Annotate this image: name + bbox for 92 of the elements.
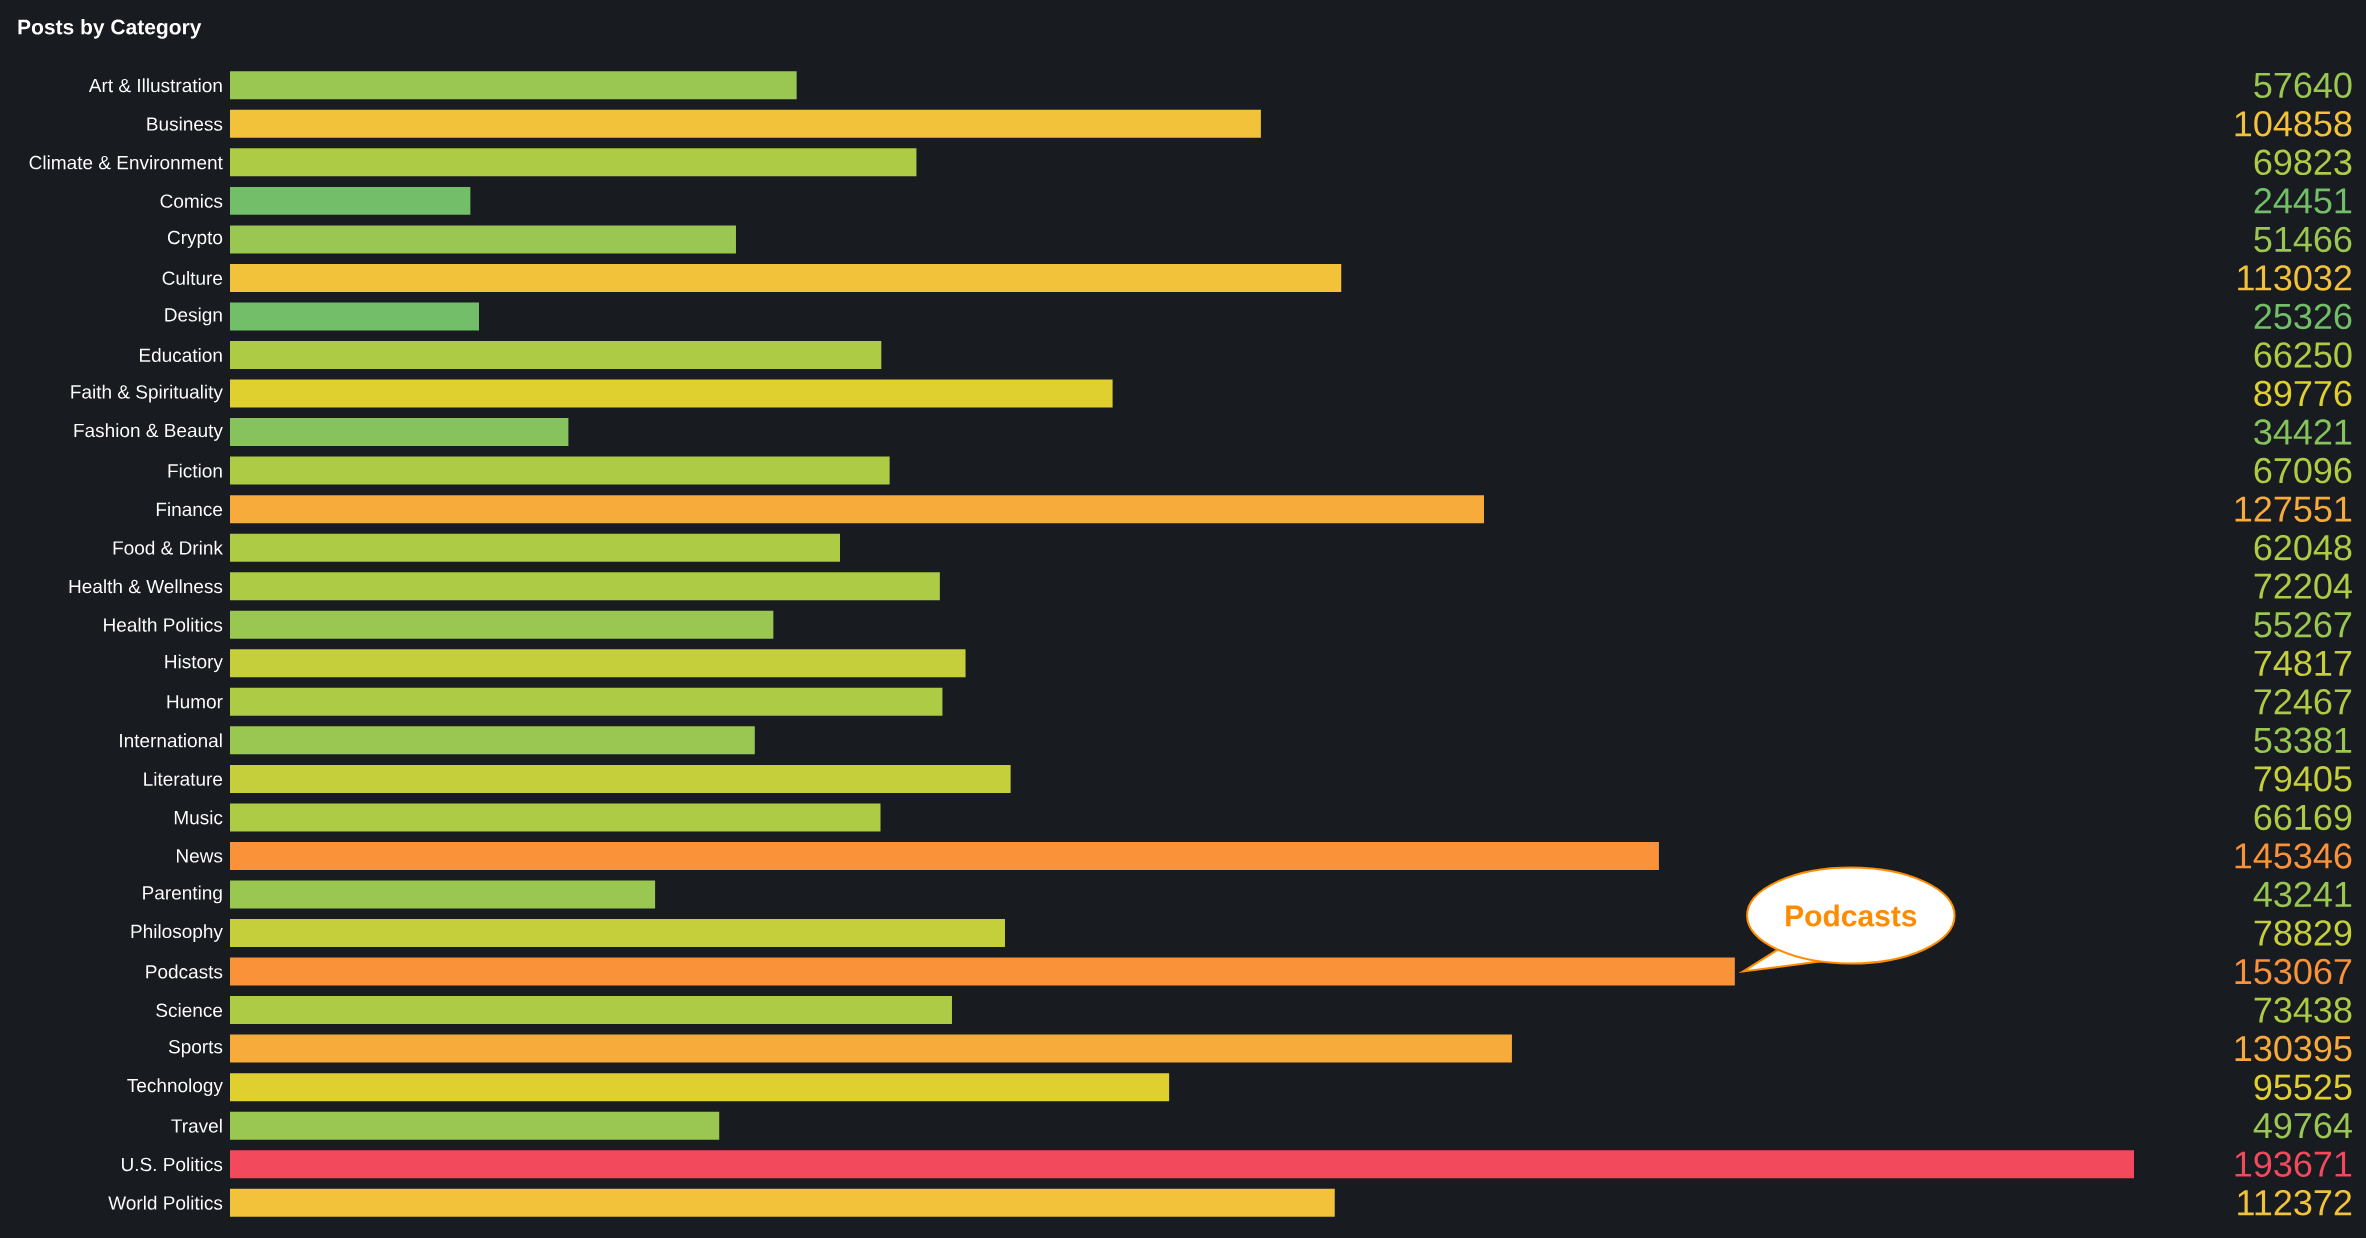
bar [230, 533, 841, 562]
bar [230, 186, 471, 215]
data-label: 51466 [2254, 226, 2352, 253]
bar [230, 841, 1659, 870]
y-tick-label: Music [174, 810, 223, 825]
data-label: 25326 [2254, 303, 2352, 330]
bar [230, 263, 1342, 292]
y-tick-label: Art & Illustration [88, 78, 222, 93]
bar [230, 225, 736, 254]
bar [230, 919, 1005, 948]
data-label: 74817 [2254, 650, 2352, 677]
data-label: 55267 [2254, 611, 2352, 638]
data-label: 72467 [2254, 689, 2352, 715]
data-label: 57640 [2254, 72, 2352, 99]
bar [230, 418, 569, 447]
y-tick-label: History [165, 654, 223, 673]
data-label: 193671 [2235, 1151, 2352, 1177]
y-tick-label: Technology [127, 1078, 223, 1097]
y-tick-label: Education [140, 348, 222, 362]
data-label: 62048 [2254, 534, 2352, 561]
bar [230, 379, 1113, 408]
bar [230, 1034, 1512, 1063]
bar [230, 302, 479, 331]
bar [230, 1073, 1170, 1102]
data-label: 69823 [2254, 149, 2352, 176]
data-label: 113032 [2238, 265, 2352, 291]
y-tick-label: Culture [162, 270, 223, 285]
data-label: 43241 [2253, 881, 2352, 908]
bar [230, 687, 943, 716]
data-label: 34421 [2254, 419, 2352, 445]
data-label: 95525 [2254, 1074, 2352, 1100]
bar [230, 764, 1011, 793]
y-tick-label: Fiction [168, 463, 222, 478]
bar [230, 610, 774, 639]
y-tick-label: Food & Drink [113, 540, 223, 555]
y-tick-label: Travel [171, 1118, 222, 1133]
y-tick-label: News [177, 849, 223, 863]
bar [230, 148, 917, 177]
bar [230, 1188, 1335, 1217]
data-label: 24451 [2254, 188, 2352, 214]
bar [230, 957, 1735, 986]
data-label: 153067 [2235, 958, 2352, 985]
y-tick-label: Health & Wellness [69, 579, 223, 594]
y-tick-label: Business [147, 116, 223, 131]
annotation: Podcasts [1786, 904, 1917, 927]
data-label: 130395 [2235, 1035, 2352, 1062]
y-tick-label: Comics [160, 193, 223, 208]
chart-title: Posts by Category [18, 19, 202, 39]
y-tick-label: Design [165, 307, 222, 326]
bar [230, 996, 952, 1025]
bar [230, 109, 1261, 138]
bar [230, 1150, 2135, 1179]
y-tick-label: Sports [168, 1040, 223, 1058]
data-label: 72204 [2254, 573, 2352, 599]
data-label: 53381 [2254, 727, 2352, 754]
y-tick-label: Literature [144, 771, 223, 786]
y-tick-label: Parenting [143, 885, 222, 904]
data-label: 79405 [2254, 766, 2352, 792]
data-label: 104858 [2235, 111, 2352, 137]
data-label: 49764 [2253, 1112, 2352, 1139]
y-tick-label: Health Politics [104, 617, 223, 632]
y-tick-label: Faith & Spirituality [71, 384, 223, 403]
data-label: 89776 [2254, 380, 2352, 407]
data-label: 66169 [2254, 804, 2352, 831]
bar [230, 803, 881, 832]
bar [230, 341, 882, 370]
y-tick-label: Humor [167, 695, 223, 709]
y-tick-label: Finance [156, 502, 223, 517]
y-tick-label: Podcasts [146, 964, 223, 979]
bar [230, 495, 1484, 524]
bar [230, 726, 755, 755]
bar [230, 572, 940, 601]
y-tick-label: World Politics [108, 1195, 223, 1210]
y-tick-label: Crypto [167, 230, 223, 249]
bar [230, 880, 656, 909]
data-label: 78829 [2254, 920, 2352, 946]
data-label: 145346 [2235, 843, 2352, 869]
bar [230, 71, 797, 100]
y-tick-label: U.S. Politics [122, 1157, 223, 1172]
y-tick-label: Climate & Environment [29, 155, 223, 170]
y-tick-label: International [120, 733, 222, 748]
bar [230, 649, 966, 678]
data-label: 127551 [2235, 496, 2352, 522]
y-tick-label: Fashion & Beauty [74, 423, 223, 441]
data-label: 112372 [2238, 1189, 2352, 1216]
data-label: 67096 [2254, 457, 2352, 484]
bar [230, 1111, 720, 1140]
bar [230, 456, 890, 485]
y-tick-label: Science [156, 1003, 223, 1018]
y-tick-label: Philosophy [131, 924, 223, 942]
data-label: 73438 [2254, 997, 2352, 1023]
data-label: 66250 [2254, 342, 2352, 368]
